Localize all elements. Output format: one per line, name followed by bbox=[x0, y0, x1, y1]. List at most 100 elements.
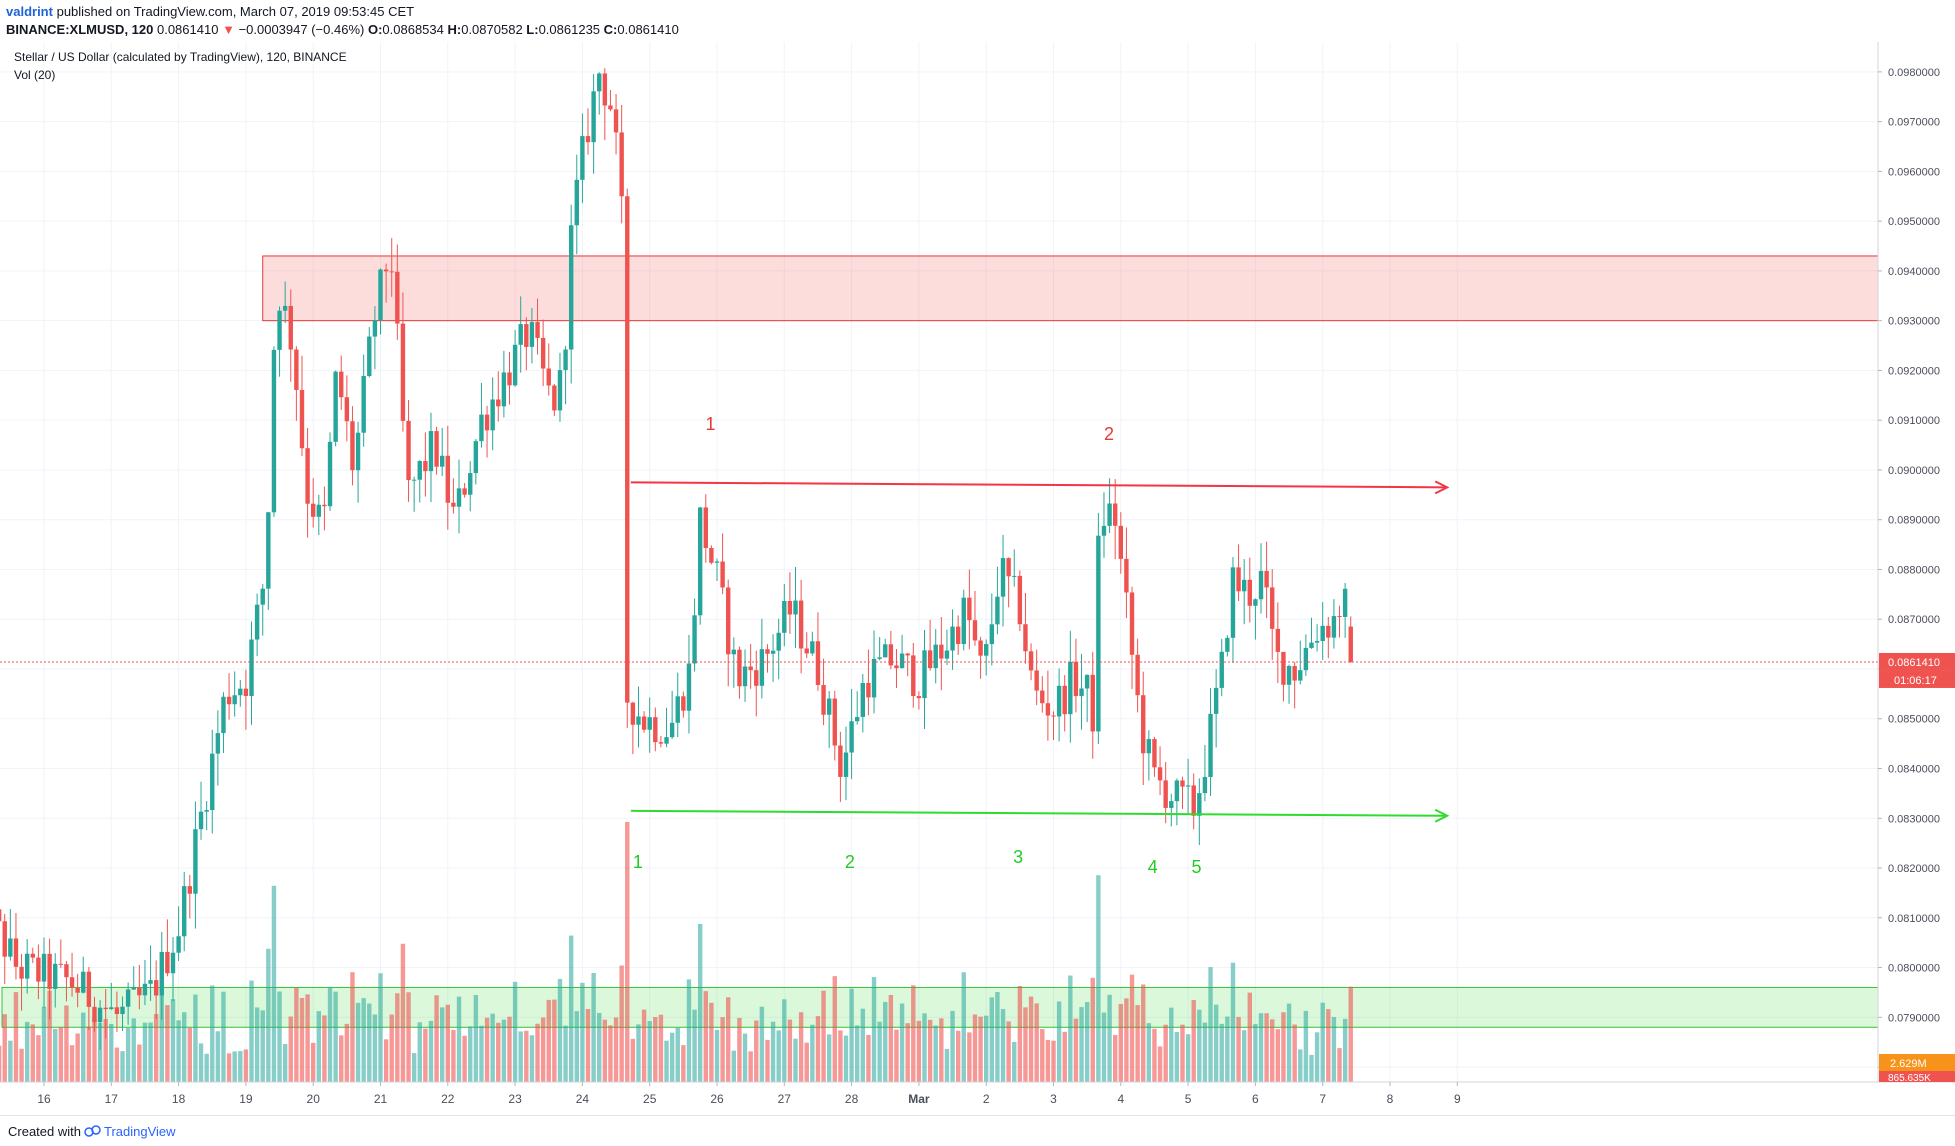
resistance-trend-line[interactable] bbox=[630, 481, 1448, 489]
volume-bar bbox=[826, 1034, 832, 1082]
support-touch-label: 1 bbox=[633, 852, 643, 872]
candle-body bbox=[142, 983, 148, 996]
candle-body bbox=[86, 971, 92, 1007]
volume-bar bbox=[19, 1048, 24, 1082]
low-value: 0.0861235 bbox=[538, 22, 601, 37]
candle-body bbox=[226, 696, 232, 705]
candle-body bbox=[731, 649, 737, 655]
volume-bar bbox=[568, 935, 574, 1082]
candle-body bbox=[540, 337, 546, 369]
volume-bar bbox=[266, 948, 271, 1082]
volume-bar bbox=[428, 1020, 434, 1082]
candle-body bbox=[484, 414, 490, 431]
tradingview-brand-link[interactable]: TradingView bbox=[104, 1124, 176, 1139]
resistance-touch-label: 2 bbox=[1104, 424, 1114, 444]
candle-body bbox=[776, 632, 781, 651]
candle-body bbox=[1017, 575, 1023, 625]
volume-bar bbox=[97, 1022, 103, 1082]
volume-bar bbox=[838, 1030, 843, 1082]
candle-body bbox=[1314, 641, 1320, 643]
volume-bar bbox=[641, 1009, 647, 1082]
volume-bar bbox=[372, 1014, 378, 1082]
high-value: 0.0870582 bbox=[461, 22, 523, 37]
volume-bar bbox=[411, 1053, 417, 1082]
price-chart[interactable]: 1 21 2 3 4 5 0.09800000.09700000.09600000.095… bbox=[0, 42, 1955, 1115]
volume-bar bbox=[1068, 975, 1073, 1082]
author-link[interactable]: valdrint bbox=[6, 4, 53, 19]
candle-body bbox=[333, 371, 338, 442]
candle-body bbox=[8, 938, 13, 957]
volume-bar bbox=[1281, 1012, 1286, 1082]
candle-body bbox=[955, 626, 961, 645]
volume-bar bbox=[1331, 1017, 1337, 1082]
price-axis-label: 0.0950000 bbox=[1888, 216, 1940, 228]
volume-bar bbox=[731, 1050, 737, 1082]
close-value: 0.0861410 bbox=[617, 22, 679, 37]
price-axis-label: 0.0940000 bbox=[1888, 266, 1940, 278]
volume-bar bbox=[53, 1028, 58, 1082]
candle-body bbox=[1000, 558, 1006, 597]
candle-body bbox=[1034, 670, 1039, 691]
volume-bar bbox=[669, 1032, 675, 1082]
candle-body bbox=[754, 670, 759, 686]
volume-bar bbox=[697, 923, 703, 1082]
candle-body bbox=[165, 951, 170, 974]
candle-body bbox=[153, 980, 159, 996]
time-axis-label: 8 bbox=[1387, 1092, 1394, 1106]
volume-bar bbox=[1118, 1004, 1123, 1082]
open-label: O: bbox=[367, 22, 383, 37]
volume-bar bbox=[47, 990, 52, 1082]
volume-bar bbox=[754, 1020, 759, 1082]
volume-bar bbox=[843, 1035, 849, 1082]
candle-body bbox=[19, 966, 24, 979]
candle-body bbox=[395, 271, 400, 324]
price-axis-label: 0.0930000 bbox=[1888, 316, 1940, 328]
volume-bar bbox=[927, 1019, 933, 1082]
volume-bar bbox=[1326, 1009, 1331, 1082]
volume-bar bbox=[114, 1047, 120, 1082]
time-axis-label: 18 bbox=[172, 1092, 186, 1106]
candle-body bbox=[445, 455, 450, 503]
candle-body bbox=[0, 909, 2, 922]
volume-bar bbox=[709, 1002, 714, 1082]
volume-bar bbox=[142, 1022, 148, 1082]
price-axis-label: 0.0870000 bbox=[1888, 614, 1940, 626]
volume-bar bbox=[1062, 1031, 1067, 1082]
candle-body bbox=[97, 1007, 103, 1023]
candle-body bbox=[1174, 780, 1180, 802]
candle-body bbox=[148, 980, 153, 984]
candle-body bbox=[821, 684, 826, 715]
candle-body bbox=[1253, 599, 1258, 606]
candle-body bbox=[204, 809, 209, 812]
time-axis-label: 24 bbox=[576, 1092, 590, 1106]
volume-bar bbox=[619, 965, 624, 1082]
volume-bar bbox=[1247, 992, 1252, 1082]
volume-bar bbox=[916, 1020, 922, 1082]
price-axis[interactable]: 0.0980000 0.0970000 0.0960000 0.0950000 0.09… bbox=[1878, 67, 1955, 1084]
candle-body bbox=[282, 305, 288, 311]
volume-bar bbox=[1292, 1024, 1297, 1082]
volume-bar bbox=[479, 1025, 484, 1082]
candle-body bbox=[277, 310, 282, 350]
candle-body bbox=[496, 399, 501, 407]
support-trend-line[interactable] bbox=[630, 809, 1448, 817]
volume-indicator-label: Vol (20) bbox=[14, 68, 55, 82]
candle-body bbox=[30, 953, 35, 958]
time-axis[interactable]: 16 17 18 19 20 21 22 23 24 25 26 27 28 Mar 2 3 4 5 6 7 8 9 bbox=[37, 1082, 1461, 1106]
candle-body bbox=[714, 561, 720, 563]
volume-bar bbox=[1258, 1013, 1264, 1082]
candle-body bbox=[131, 987, 136, 990]
volume-bar bbox=[30, 1024, 35, 1082]
volume-bar bbox=[529, 1035, 535, 1082]
candle-body bbox=[1270, 587, 1275, 629]
volume-bar bbox=[748, 1051, 753, 1082]
candle-body bbox=[916, 696, 922, 699]
support-touch-label: 4 bbox=[1148, 857, 1158, 877]
candle-body bbox=[855, 716, 860, 722]
price-axis-label: 0.0790000 bbox=[1888, 1012, 1940, 1024]
volume-bar bbox=[120, 1051, 125, 1082]
price-axis-label: 0.0970000 bbox=[1888, 117, 1940, 129]
volume-bar bbox=[1112, 1034, 1118, 1082]
candle-body bbox=[417, 461, 422, 480]
candle-body bbox=[1331, 616, 1337, 638]
